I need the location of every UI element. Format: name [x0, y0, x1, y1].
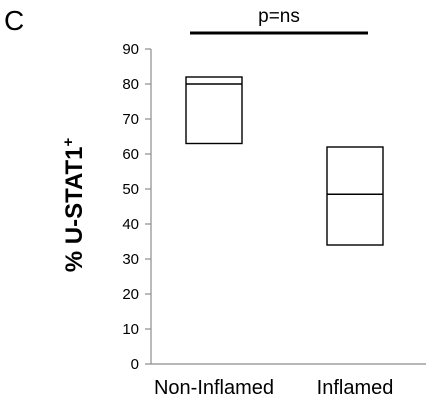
y-tick-label: 50	[122, 181, 139, 198]
y-tick-label: 30	[122, 251, 139, 268]
y-tick-label: 40	[122, 216, 139, 233]
box-2	[326, 146, 384, 246]
significance-label: p=ns	[258, 6, 300, 27]
y-axis-label-superscript: +	[60, 137, 77, 146]
panel-label: C	[4, 5, 24, 36]
box-1	[185, 76, 243, 145]
x-tick-label: Inflamed	[317, 377, 394, 399]
y-tick-label: 20	[122, 286, 139, 303]
y-tick-label: 70	[122, 111, 139, 128]
y-tick-label: 90	[122, 41, 139, 58]
x-tick-label: Non-Inflamed	[154, 377, 274, 399]
y-axis-label: % U-STAT1+	[60, 137, 88, 272]
y-tick-label: 60	[122, 146, 139, 163]
y-axis-label-text: % U-STAT1	[61, 146, 88, 272]
y-tick-label: 0	[131, 356, 139, 373]
y-tick-label: 80	[122, 76, 139, 93]
y-tick-label: 10	[122, 321, 139, 338]
